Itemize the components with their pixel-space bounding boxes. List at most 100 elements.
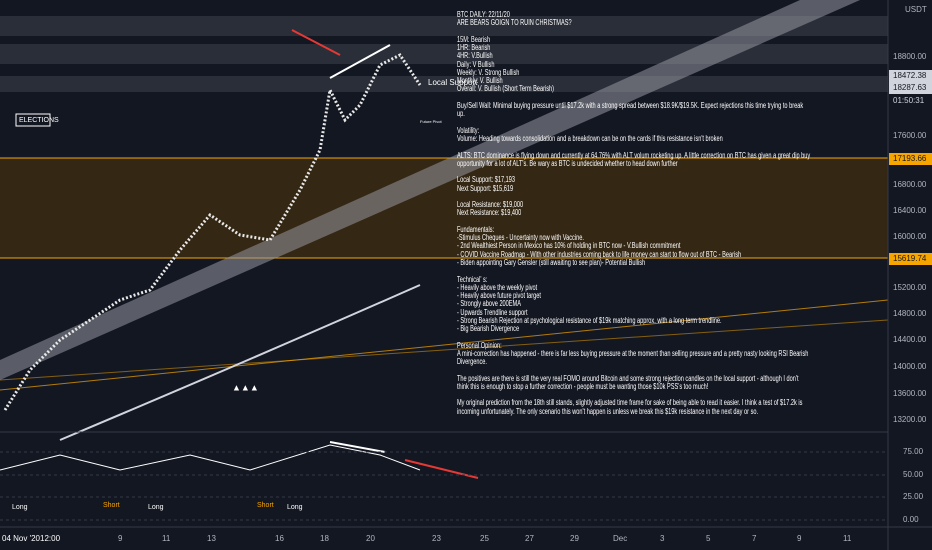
arrow	[404, 459, 479, 479]
paragraph: Personal Opinion: A mini-correction has h…	[457, 340, 889, 367]
signal-label: Short	[103, 502, 120, 509]
triangles: ▲▲▲	[232, 382, 259, 392]
date-label: 11	[843, 534, 852, 543]
text-line: opportunity for a lot of ALT's. Be wary …	[457, 158, 678, 168]
date-label: 04 Nov '20	[2, 534, 41, 543]
date-label: 9	[118, 534, 123, 543]
text-line: Weekly: V. Strong Bullish	[457, 67, 520, 77]
paragraph: 15M: Bearish 1HR: Bearish 4HR: V.Bullish Da…	[457, 34, 889, 94]
text-line: Overall: V. Bullish (Short Term Bearish)	[457, 84, 555, 94]
price-label: 14000.00	[893, 362, 927, 371]
date-label: 20	[366, 534, 375, 543]
text-line: BTC DAILY: 22/11/20	[457, 10, 510, 19]
price-label: 16000.00	[893, 232, 927, 241]
text-line: Personal Opinion:	[457, 340, 502, 350]
price-marker	[889, 153, 932, 165]
paragraph: Local Resistance: $19,000 Next Resistance…	[457, 200, 889, 218]
osc-label: 75.00	[903, 447, 924, 456]
date-label: 12:00	[40, 534, 61, 543]
paragraph: ALTS: BTC dominance is flying down and c…	[457, 150, 889, 169]
text-line: Fundamentals:	[457, 224, 495, 234]
date-label: 11	[162, 534, 171, 543]
label-box	[15, 113, 51, 127]
date-label: 25	[480, 534, 489, 543]
date-label: 27	[525, 534, 534, 543]
date-label: 23	[432, 534, 441, 543]
text-line: - COVID Vaccine Roadmap - With other ind…	[457, 249, 742, 259]
divergence-line	[329, 44, 391, 79]
text-line: Daily: V Bullish	[457, 59, 495, 69]
price-marker-label: 01:50:31	[893, 96, 925, 105]
paragraph: Volatility: Volume: Heading towards conso…	[457, 126, 889, 144]
text-line: think this is enough to stop a further c…	[457, 381, 709, 391]
text-line: 1HR: Bearish	[457, 43, 491, 53]
date-label: 13	[207, 534, 216, 543]
text-line: - 2nd Wealthiest Person in Mexico has 10…	[457, 241, 681, 251]
resistance-zone	[0, 16, 888, 36]
arrow	[291, 29, 341, 56]
date-label: 16	[275, 534, 284, 543]
text-line: Next Resistance: $19,400	[457, 208, 522, 218]
paragraph: The positives are there is still the ver…	[457, 374, 889, 392]
price-label: 15200.00	[893, 283, 927, 292]
text-line: My original prediction from the 18th sti…	[457, 398, 803, 408]
text-line: - Heavily above future pivot target	[457, 291, 541, 301]
price-label: 16400.00	[893, 206, 927, 215]
date-label: 3	[660, 534, 665, 543]
text-line: Local Support: $17,193	[457, 175, 516, 185]
osc-label: 25.00	[903, 492, 924, 501]
date-label: 29	[570, 534, 579, 543]
text-line: 15M: Bearish	[457, 34, 491, 44]
text-line: Buy/Sell Wall: Minimal buying pressure u…	[457, 100, 804, 110]
price-marker	[889, 253, 932, 265]
future-pivot-label: Future Pivot	[420, 119, 442, 124]
paragraph: Technical' s: - Heavily above the weekly …	[457, 275, 889, 334]
text-line: Divergence.	[457, 357, 487, 367]
text-line: Volume: Heading towards consolidation an…	[457, 133, 723, 143]
idea-text: BTC DAILY: 22/11/20 ARE BEARS GOIGN TO RU…	[457, 10, 889, 424]
signal-label: Short	[257, 502, 274, 509]
unit-label: USDT	[905, 5, 927, 14]
text-line: - Upwards Trendline support	[457, 307, 528, 317]
signal-label: Long	[12, 504, 28, 511]
date-label: Dec	[613, 534, 627, 543]
text-line: ARE BEARS GOIGN TO RUIN CHRISTMAS?	[457, 18, 572, 28]
price-label: 17600.00	[893, 131, 927, 140]
signal-label: Long	[148, 504, 164, 511]
resistance-zone	[0, 44, 888, 64]
local-support-label: Local Support	[428, 78, 478, 87]
rsi-divergence	[329, 441, 386, 453]
price-marker-label: 18472.38	[893, 71, 927, 80]
price-marker-label: 18287.63	[893, 83, 927, 92]
date-label: 5	[706, 534, 711, 543]
trendline-channel	[0, 0, 860, 380]
text-line: A mini-correction has happened - there i…	[457, 348, 809, 358]
text-line: incoming unfortunately. The only scenari…	[457, 406, 759, 416]
price-marker-label: 17193.66	[893, 154, 927, 163]
price-marker	[889, 70, 932, 82]
text-line: -Stimulus Cheques - Uncertainty now with…	[457, 233, 584, 243]
trendline	[0, 299, 889, 391]
price-label: 13600.00	[893, 389, 927, 398]
text-line: ALTS: BTC dominance is flying down and c…	[457, 150, 811, 160]
price-marker	[889, 82, 932, 94]
price-label: 13200.00	[893, 415, 927, 424]
paragraph: Fundamentals: -Stimulus Cheques - Uncerta…	[457, 224, 889, 267]
elections-label: ELECTIONS	[19, 117, 59, 124]
text-line: 4HR: V.Bullish	[457, 51, 493, 61]
osc-label: 50.00	[903, 470, 924, 479]
text-line: - Strongly above 200EMA	[457, 299, 521, 309]
price-marker	[889, 95, 932, 107]
trendline	[0, 319, 889, 381]
text-line: Monthly: V. Bullish	[457, 76, 503, 86]
text-line: - Biden appointing Gary Gensler (still a…	[457, 257, 646, 267]
ema-line	[59, 284, 421, 441]
price-label: 14400.00	[893, 335, 927, 344]
price-label: 18800.00	[893, 52, 927, 61]
text-line: - Big Bearish Divergence	[457, 324, 520, 334]
signal-label: Long	[287, 504, 303, 511]
text-line: Next Support: $15,619	[457, 183, 514, 193]
text-line: - Strong Bearish Rejection at psychologi…	[457, 315, 722, 325]
